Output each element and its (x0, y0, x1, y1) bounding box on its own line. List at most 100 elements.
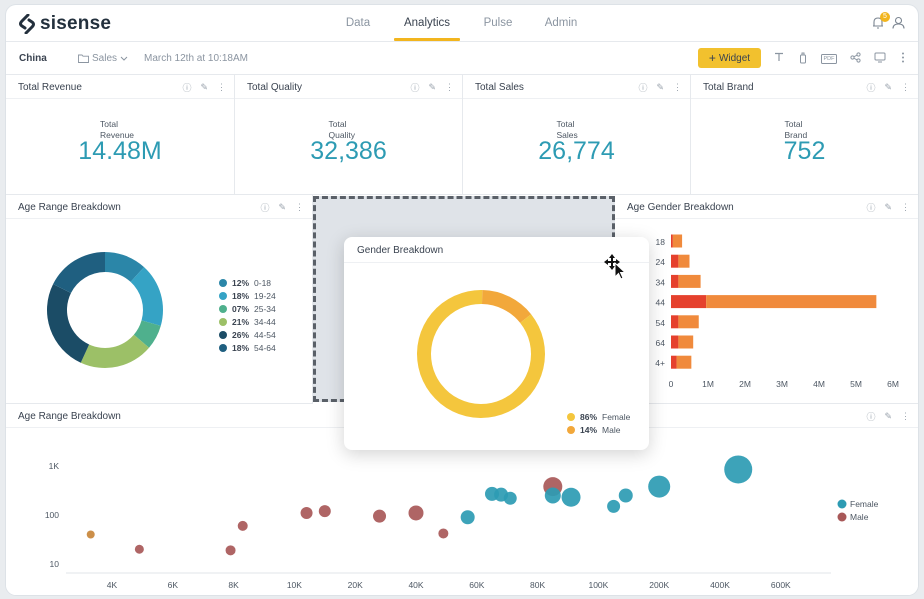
age-range-slice-44-54[interactable] (46, 284, 90, 363)
more-options-icon[interactable]: ⋮ (217, 82, 226, 92)
scatter-point-orange[interactable] (86, 530, 95, 539)
bar-male-24[interactable] (671, 254, 679, 268)
edit-pencil-icon[interactable]: ✎ (884, 411, 892, 421)
age-range-legend-item[interactable]: 18% 54-64 (219, 343, 276, 353)
scatter-point-male[interactable] (438, 528, 449, 539)
scatter-point-female[interactable] (648, 475, 671, 498)
age-range-slice-54-64[interactable] (53, 252, 105, 294)
age-range-legend-item[interactable]: 12% 0-18 (219, 278, 271, 288)
legend-swatch (219, 318, 227, 326)
kpi-widget-total-brand[interactable]: Total Brand ⓘ ✎ ⋮ Total Brand 752 (691, 75, 918, 195)
more-options-icon[interactable]: ⋮ (673, 82, 682, 92)
age-range-slice-34-44[interactable] (80, 334, 150, 368)
age-range-slice-19-24[interactable] (130, 267, 163, 326)
dashboard-name[interactable]: China (19, 53, 47, 64)
more-options-icon[interactable]: ⋮ (901, 82, 910, 92)
scatter-legend-swatch (837, 499, 847, 509)
edit-pencil-icon[interactable]: ✎ (884, 202, 892, 212)
scatter-point-male[interactable] (408, 505, 424, 521)
bar-male-18[interactable] (671, 234, 673, 248)
bar-male-34[interactable] (671, 274, 679, 288)
age-range-legend-item[interactable]: 21% 34-44 (219, 317, 276, 327)
scatter-point-male[interactable] (225, 545, 236, 556)
scatter-point-female[interactable] (561, 487, 581, 507)
tab-admin[interactable]: Admin (544, 17, 578, 29)
legend-label: 25-34 (254, 304, 276, 314)
tab-pulse[interactable]: Pulse (483, 17, 513, 29)
bar-male-44[interactable] (671, 295, 707, 309)
scatter-point-male[interactable] (373, 509, 387, 523)
tab-analytics[interactable]: Analytics (403, 17, 451, 29)
bar-female-34[interactable] (678, 274, 701, 288)
edit-pencil-icon[interactable]: ✎ (656, 82, 664, 92)
more-options-icon[interactable]: ⋮ (901, 202, 910, 212)
age-range-donut-widget[interactable]: Age Range Breakdown ⓘ ✎ ⋮ 12% 0-18 18% 19-24 0… (6, 195, 313, 404)
edit-pencil-icon[interactable]: ✎ (428, 82, 436, 92)
scatter-point-male[interactable] (300, 506, 313, 519)
legend-swatch (219, 344, 227, 352)
bar-male-64[interactable] (671, 335, 679, 349)
scatter-legend-label[interactable]: Female (850, 499, 879, 509)
scatter-x-tick-label: 20K (348, 580, 363, 590)
tab-data[interactable]: Data (345, 17, 371, 29)
gender-legend-item[interactable]: 86% Female (567, 412, 630, 422)
gender-breakdown-widget-dragging[interactable]: Gender Breakdown 86% Female 14% Male (344, 237, 649, 450)
gender-donut-chart (417, 290, 545, 418)
info-icon[interactable]: ⓘ (410, 83, 420, 93)
scatter-point-female[interactable] (724, 455, 753, 484)
kpi-widget-total-quality[interactable]: Total Quality ⓘ ✎ ⋮ Total Quality 32,386 (235, 75, 463, 195)
edit-pencil-icon[interactable]: ✎ (278, 202, 286, 212)
edit-pencil-icon[interactable]: ✎ (200, 82, 208, 92)
scatter-point-female[interactable] (607, 499, 621, 513)
scatter-point-female[interactable] (618, 488, 633, 503)
info-icon[interactable]: ⓘ (866, 412, 876, 422)
info-icon[interactable]: ⓘ (866, 203, 876, 213)
gender-legend-item[interactable]: 14% Male (567, 425, 620, 435)
bar-female-54[interactable] (678, 315, 699, 329)
info-icon[interactable]: ⓘ (638, 83, 648, 93)
sisense-logo[interactable]: sisense (18, 13, 111, 35)
scatter-point-male[interactable] (237, 520, 248, 531)
age-gender-bar-widget[interactable]: Age Gender Breakdown ⓘ ✎ ⋮ 18 24 34 44 54 64 4+ 0… (615, 195, 918, 404)
scatter-legend-label[interactable]: Male (850, 512, 869, 522)
pdf-export-icon[interactable]: PDF (821, 52, 837, 66)
age-range-legend-item[interactable]: 18% 19-24 (219, 291, 276, 301)
bar-female-18[interactable] (672, 234, 683, 248)
more-options-icon[interactable]: ⋮ (445, 82, 454, 92)
bar-female-44[interactable] (706, 295, 877, 309)
share-icon[interactable] (848, 52, 862, 66)
kpi-widget-total-sales[interactable]: Total Sales ⓘ ✎ ⋮ Total Sales 26,774 (463, 75, 691, 195)
scatter-point-female[interactable] (503, 491, 517, 505)
user-profile-icon[interactable] (892, 16, 905, 34)
age-range-slice-0-18[interactable] (105, 252, 145, 282)
kpi-widget-total-revenue[interactable]: Total Revenue ⓘ ✎ ⋮ Total Revenue 14.48M (6, 75, 235, 195)
age-range-legend-item[interactable]: 26% 44-54 (219, 330, 276, 340)
filter-icon[interactable] (796, 52, 810, 66)
edit-pencil-icon[interactable]: ✎ (884, 82, 892, 92)
info-icon[interactable]: ⓘ (182, 83, 192, 93)
scatter-point-male[interactable] (134, 544, 144, 554)
info-icon[interactable]: ⓘ (866, 83, 876, 93)
scatter-point-female[interactable] (544, 487, 561, 504)
info-icon[interactable]: ⓘ (260, 203, 270, 213)
scatter-point-female[interactable] (460, 510, 475, 525)
add-widget-button[interactable]: + Widget (698, 48, 761, 68)
scatter-x-tick-label: 8K (228, 580, 239, 590)
monitor-icon[interactable] (873, 52, 887, 66)
legend-label: 0-18 (254, 278, 272, 288)
bar-female-64[interactable] (678, 335, 694, 349)
bar-female-4+[interactable] (676, 355, 692, 369)
more-options-icon[interactable] (896, 52, 910, 66)
age-range-legend-item[interactable]: 07% 25-34 (219, 304, 276, 314)
text-format-icon[interactable] (772, 52, 786, 66)
bar-male-4+[interactable] (671, 355, 677, 369)
folder-selector[interactable]: Sales (78, 53, 128, 64)
age-range-slice-25-34[interactable] (133, 320, 161, 348)
gender-slice-male[interactable] (481, 290, 532, 323)
more-options-icon[interactable]: ⋮ (295, 202, 304, 212)
bar-male-54[interactable] (671, 315, 679, 329)
scatter-point-male[interactable] (318, 505, 331, 518)
bar-female-24[interactable] (678, 254, 690, 268)
more-options-icon[interactable]: ⋮ (901, 411, 910, 421)
chevron-down-icon (120, 56, 128, 61)
